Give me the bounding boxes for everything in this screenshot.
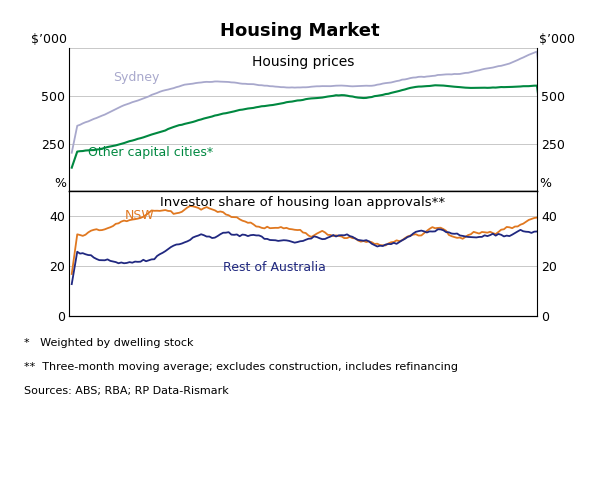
Text: Housing prices: Housing prices bbox=[252, 55, 354, 69]
Text: Sydney: Sydney bbox=[113, 71, 160, 84]
Text: $’000: $’000 bbox=[31, 34, 67, 46]
Text: Rest of Australia: Rest of Australia bbox=[223, 261, 326, 274]
Text: *   Weighted by dwelling stock: * Weighted by dwelling stock bbox=[24, 338, 193, 348]
Text: **  Three-month moving average; excludes construction, includes refinancing: ** Three-month moving average; excludes … bbox=[24, 362, 458, 372]
Text: %: % bbox=[539, 177, 551, 190]
Text: $’000: $’000 bbox=[539, 34, 575, 46]
Text: Investor share of housing loan approvals**: Investor share of housing loan approvals… bbox=[160, 196, 446, 209]
Text: %: % bbox=[55, 177, 67, 190]
Text: Other capital cities*: Other capital cities* bbox=[88, 146, 213, 159]
Text: Housing Market: Housing Market bbox=[220, 22, 380, 40]
Text: Sources: ABS; RBA; RP Data-Rismark: Sources: ABS; RBA; RP Data-Rismark bbox=[24, 386, 229, 396]
Text: NSW: NSW bbox=[125, 209, 155, 222]
